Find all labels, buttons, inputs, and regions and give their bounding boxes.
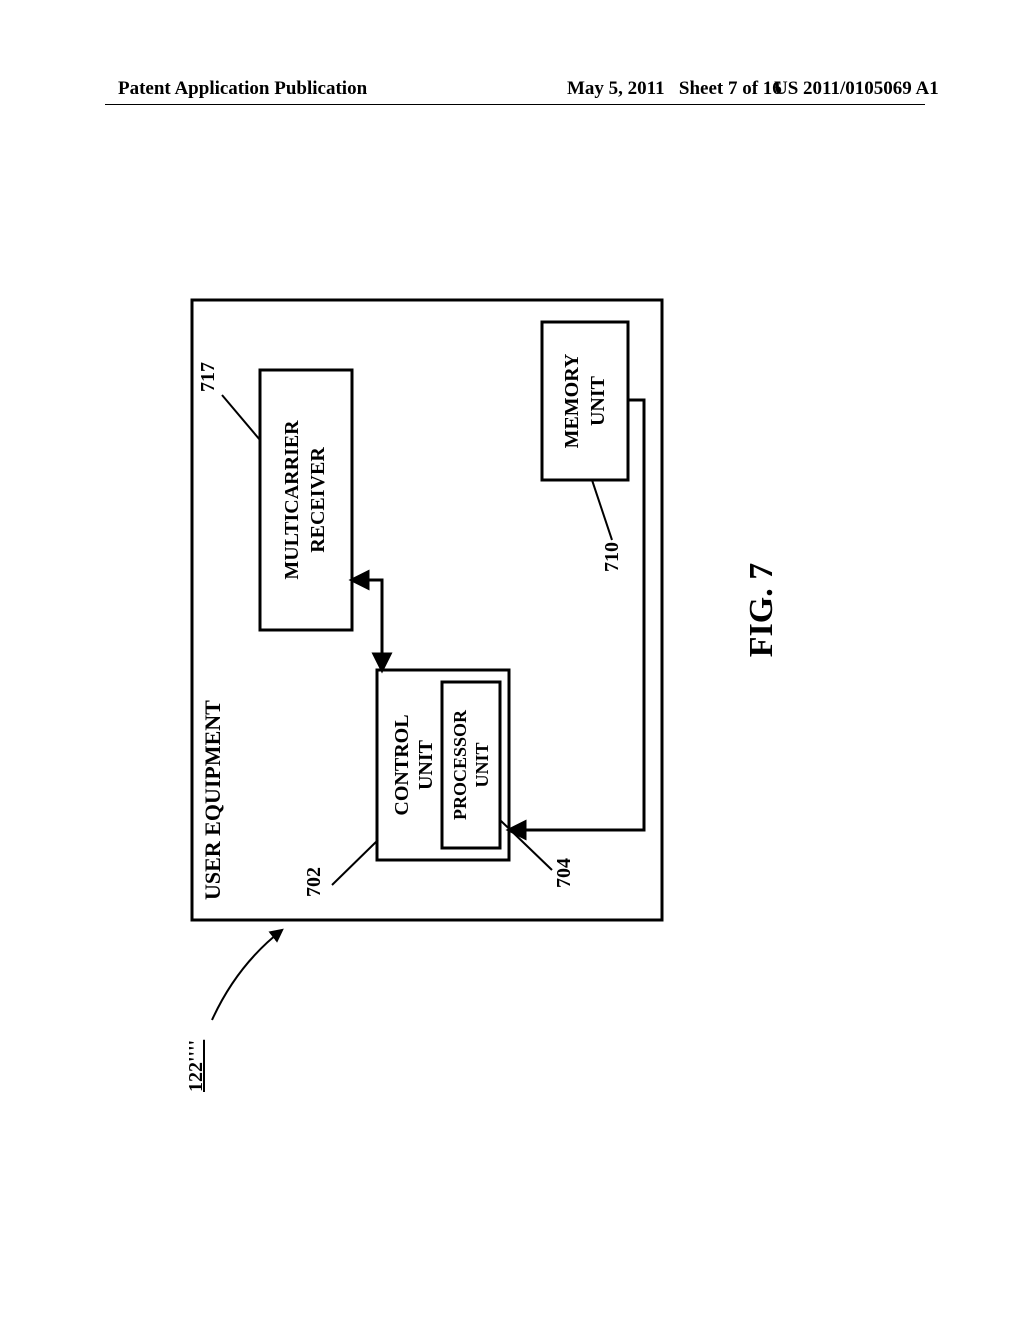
fig-ref-curve (212, 930, 282, 1020)
callout-710-line (592, 480, 612, 540)
callout-702-label: 702 (303, 867, 325, 897)
callout-717-line (222, 395, 260, 440)
node-control-label2: UNIT (415, 739, 437, 790)
callout-710-label: 710 (601, 542, 623, 572)
node-multicarrier-label1: MULTICARRIER (281, 420, 303, 580)
callout-704-label: 704 (553, 858, 575, 888)
edge-memory-control (509, 400, 644, 830)
node-processor-label1: PROCESSOR (450, 709, 470, 820)
diagram-svg: USER EQUIPMENT MULTICARRIER RECEIVER CON… (132, 180, 892, 1140)
node-control-label1: CONTROL (391, 714, 413, 815)
callout-702-line (332, 840, 378, 885)
figure-caption: FIG. 7 (743, 563, 780, 657)
node-processor-label2: UNIT (472, 742, 492, 787)
fig-ref-label: 122'''' (185, 1040, 207, 1092)
callout-717-label: 717 (197, 362, 219, 392)
node-multicarrier (260, 370, 352, 630)
node-memory (542, 322, 628, 480)
node-multicarrier-label2: RECEIVER (307, 447, 329, 553)
node-memory-label2: UNIT (587, 375, 609, 426)
node-memory-label1: MEMORY (561, 353, 583, 448)
figure-area: USER EQUIPMENT MULTICARRIER RECEIVER CON… (0, 0, 1024, 1320)
outer-box-label: USER EQUIPMENT (200, 700, 225, 900)
edge-control-multicarrier (352, 580, 382, 670)
